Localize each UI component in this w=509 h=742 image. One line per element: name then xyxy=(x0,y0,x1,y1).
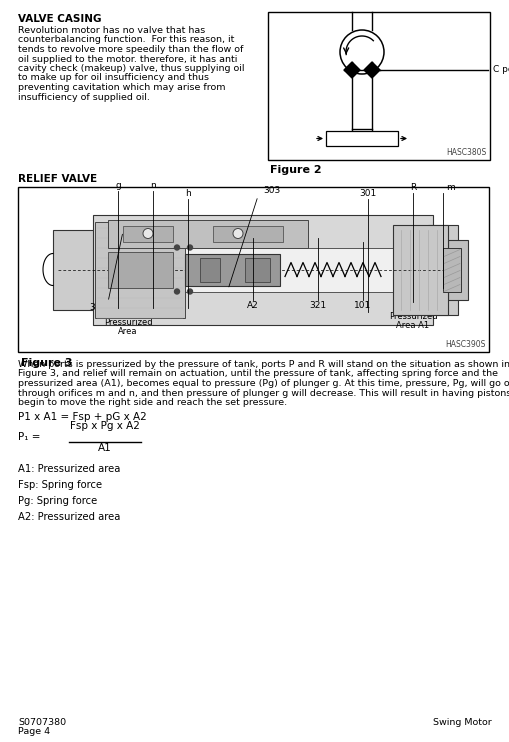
Text: Fsp x Pg x A2: Fsp x Pg x A2 xyxy=(70,421,139,431)
Text: VALVE CASING: VALVE CASING xyxy=(18,14,101,24)
Bar xyxy=(392,225,447,315)
Circle shape xyxy=(340,30,383,74)
Text: counterbalancing function.  For this reason, it: counterbalancing function. For this reas… xyxy=(18,36,234,45)
Text: A1: Pressurized area: A1: Pressurized area xyxy=(18,464,120,474)
Text: P₁ =: P₁ = xyxy=(18,432,40,442)
Text: m: m xyxy=(445,183,454,192)
Bar xyxy=(123,226,173,241)
Text: C port: C port xyxy=(492,65,509,74)
Bar xyxy=(325,131,397,146)
Text: g: g xyxy=(115,181,121,190)
Text: S0707380: S0707380 xyxy=(18,718,66,727)
Text: preventing cavitation which may arise from: preventing cavitation which may arise fr… xyxy=(18,83,225,92)
Text: Pressurized: Pressurized xyxy=(103,318,152,327)
Bar xyxy=(267,12,489,160)
Text: cavity check (makeup) valve, thus supplying oil: cavity check (makeup) valve, thus supply… xyxy=(18,64,244,73)
Polygon shape xyxy=(344,62,359,78)
Text: A2: A2 xyxy=(247,301,259,310)
Text: R: R xyxy=(409,183,415,192)
Text: Figure 2: Figure 2 xyxy=(269,165,321,175)
Text: RELIEF VALVE: RELIEF VALVE xyxy=(18,174,97,184)
Text: begin to move the right side and reach the set pressure.: begin to move the right side and reach t… xyxy=(18,398,287,407)
Text: HASC390S: HASC390S xyxy=(445,340,485,349)
Text: 303: 303 xyxy=(263,186,280,195)
Text: Pressurized: Pressurized xyxy=(388,312,436,321)
Text: Swing Motor: Swing Motor xyxy=(433,718,491,727)
Bar xyxy=(447,240,467,300)
Text: Figure 3, and relief will remain on actuation, until the pressure of tank, affec: Figure 3, and relief will remain on actu… xyxy=(18,370,497,378)
Text: Page 4: Page 4 xyxy=(18,727,50,736)
Bar xyxy=(108,248,422,292)
Bar xyxy=(200,257,219,281)
Text: HASC380S: HASC380S xyxy=(446,148,486,157)
Text: n: n xyxy=(150,181,156,190)
Text: to make up for oil insufficiency and thus: to make up for oil insufficiency and thu… xyxy=(18,73,209,82)
Circle shape xyxy=(143,229,153,238)
Text: When ports is pressurized by the pressure of tank, ports P and R will stand on t: When ports is pressurized by the pressur… xyxy=(18,360,509,369)
Bar xyxy=(108,252,173,287)
Text: 321: 321 xyxy=(309,301,326,310)
Text: Area A1: Area A1 xyxy=(395,321,429,330)
Bar xyxy=(442,248,460,292)
Bar xyxy=(213,226,282,241)
Text: h: h xyxy=(185,189,190,198)
Bar xyxy=(93,214,432,324)
Text: 302: 302 xyxy=(89,303,106,312)
Circle shape xyxy=(233,229,242,238)
Bar xyxy=(95,222,185,318)
Text: 101: 101 xyxy=(354,301,371,310)
Text: Fsp: Spring force: Fsp: Spring force xyxy=(18,480,102,490)
Circle shape xyxy=(174,289,179,294)
Text: pressurized area (A1), becomes equal to pressure (Pg) of plunger g. At this time: pressurized area (A1), becomes equal to … xyxy=(18,379,509,388)
Text: Control Valve: Control Valve xyxy=(334,133,388,142)
Circle shape xyxy=(187,245,192,250)
Text: Pg: Spring force: Pg: Spring force xyxy=(18,496,97,506)
Bar xyxy=(244,257,269,281)
Text: 301: 301 xyxy=(359,189,376,198)
Text: through orifices m and n, and then pressure of plunger g will decrease. This wil: through orifices m and n, and then press… xyxy=(18,389,509,398)
Text: Area: Area xyxy=(118,327,137,336)
Text: A1: A1 xyxy=(98,443,111,453)
Bar xyxy=(185,254,279,286)
Circle shape xyxy=(174,245,179,250)
Polygon shape xyxy=(363,62,379,78)
Text: oil supplied to the motor. therefore, it has anti: oil supplied to the motor. therefore, it… xyxy=(18,54,237,64)
Text: A2: Pressurized area: A2: Pressurized area xyxy=(18,512,120,522)
Text: Figure 3: Figure 3 xyxy=(21,358,72,368)
Text: tends to revolve more speedily than the flow of: tends to revolve more speedily than the … xyxy=(18,45,243,54)
Text: Revolution motor has no valve that has: Revolution motor has no valve that has xyxy=(18,26,205,35)
Bar xyxy=(427,225,457,315)
Bar xyxy=(18,187,488,352)
Text: insufficiency of supplied oil.: insufficiency of supplied oil. xyxy=(18,93,150,102)
Circle shape xyxy=(187,289,192,294)
Bar xyxy=(108,220,307,248)
Bar xyxy=(53,229,98,309)
Text: P1 x A1 = Fsp + pG x A2: P1 x A1 = Fsp + pG x A2 xyxy=(18,412,147,422)
